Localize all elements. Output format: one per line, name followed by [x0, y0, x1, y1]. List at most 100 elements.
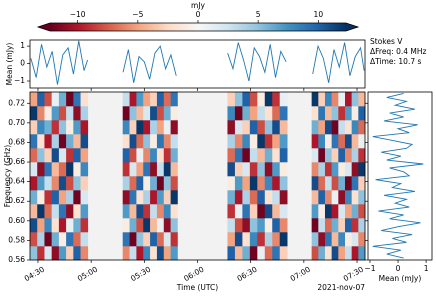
heatmap-cell	[272, 246, 281, 261]
heatmap-cell	[338, 204, 346, 219]
heatmap-cell	[30, 148, 38, 163]
heatmap-cell	[279, 148, 288, 163]
heatmap-cell	[51, 218, 60, 233]
heatmap-cell	[311, 176, 319, 191]
heatmap-cell	[311, 232, 319, 247]
heatmap-cell	[30, 246, 38, 261]
heatmap-cell	[227, 134, 236, 149]
heatmap-cell	[122, 106, 130, 121]
y-tick-label: 0.56	[8, 255, 25, 264]
x-tick-label: 05:00	[76, 265, 99, 284]
heatmap-cell	[311, 218, 319, 233]
y-tick-label: 1	[20, 41, 25, 50]
heatmap-cell	[318, 246, 326, 261]
heatmap-cell	[264, 204, 273, 219]
heatmap-cell	[279, 176, 288, 191]
time-series-line	[227, 42, 287, 82]
heatmap-cell	[129, 134, 137, 149]
heatmap-cell	[73, 232, 81, 247]
heatmap-cell	[338, 218, 346, 233]
heatmap-cell	[150, 204, 158, 219]
heatmap-cell	[143, 176, 151, 191]
heatmap-cell	[136, 92, 144, 107]
heatmap-cell	[58, 246, 67, 261]
heatmap-cell	[234, 148, 243, 163]
heatmap-cell	[344, 204, 352, 219]
heatmap-cell	[30, 162, 38, 177]
heatmap-cell	[37, 190, 45, 205]
heatmap-cell	[311, 134, 319, 149]
heatmap-cell	[279, 204, 288, 219]
heatmap-cell	[122, 190, 130, 205]
x-axis-label: Time (UTC)	[176, 283, 219, 292]
heatmap-cell	[44, 134, 52, 149]
heatmap-cell	[358, 92, 366, 107]
heatmap-cell	[257, 148, 266, 163]
colorbar-outline	[36, 22, 360, 32]
heatmap-cell	[143, 106, 151, 121]
heatmap-cell	[30, 106, 38, 121]
y-axis-label: Frequency (GHz)	[3, 145, 12, 207]
heatmap-cell	[80, 92, 89, 107]
heatmap-cell	[129, 176, 137, 191]
heatmap-cell	[66, 92, 74, 107]
heatmap-cell	[73, 190, 81, 205]
heatmap-cell	[338, 246, 346, 261]
y-tick-label: 0.72	[8, 98, 25, 107]
heatmap-cell	[279, 120, 288, 135]
heatmap-cell	[279, 232, 288, 247]
heatmap-cell	[311, 246, 319, 261]
heatmap-cell	[30, 232, 38, 247]
heatmap-cell	[156, 190, 165, 205]
x-tick-label: 07:30	[342, 265, 365, 284]
heatmap-cell	[227, 120, 236, 135]
heatmap-cell	[37, 246, 45, 261]
heatmap-cell	[351, 190, 359, 205]
heatmap-cell	[51, 176, 60, 191]
heatmap-cell	[143, 246, 151, 261]
heatmap-cell	[58, 232, 67, 247]
heatmap-cell	[66, 232, 74, 247]
heatmap-cell	[264, 190, 273, 205]
heatmap-cell	[156, 92, 165, 107]
heatmap-cell	[358, 204, 366, 219]
heatmap-cell	[44, 106, 52, 121]
date-label: 2021-nov-07	[317, 283, 365, 292]
heatmap-cell	[44, 204, 52, 219]
heatmap-cell	[358, 246, 366, 261]
y-tick-label: 0.60	[8, 216, 25, 225]
heatmap-cell	[351, 134, 359, 149]
heatmap-cell	[311, 106, 319, 121]
heatmap-cell	[58, 134, 67, 149]
x-tick-label: 1	[424, 264, 429, 273]
annotation: ΔTime: 10.7 s	[370, 57, 421, 66]
heatmap-cell	[264, 218, 273, 233]
heatmap-cell	[58, 190, 67, 205]
heatmap-cell	[66, 162, 74, 177]
heatmap-cell	[129, 190, 137, 205]
heatmap-cell	[170, 246, 178, 261]
heatmap-cell	[163, 176, 171, 191]
heatmap-cell	[324, 106, 332, 121]
heatmap-cell	[227, 162, 236, 177]
heatmap-cell	[163, 232, 171, 247]
heatmap-cell	[311, 190, 319, 205]
heatmap-cell	[150, 162, 158, 177]
heatmap-cell	[234, 162, 243, 177]
colorbar	[50, 23, 346, 31]
heatmap-cell	[249, 218, 258, 233]
heatmap-cell	[129, 148, 137, 163]
heatmap-cell	[58, 106, 67, 121]
heatmap-cell	[163, 218, 171, 233]
heatmap-cell	[249, 134, 258, 149]
heatmap-cell	[156, 218, 165, 233]
heatmap-cell	[351, 120, 359, 135]
heatmap-cell	[37, 120, 45, 135]
heatmap-cell	[51, 148, 60, 163]
heatmap-cell	[143, 232, 151, 247]
heatmap-cell	[129, 246, 137, 261]
heatmap-cell	[344, 148, 352, 163]
heatmap-cell	[264, 148, 273, 163]
heatmap-cell	[143, 204, 151, 219]
